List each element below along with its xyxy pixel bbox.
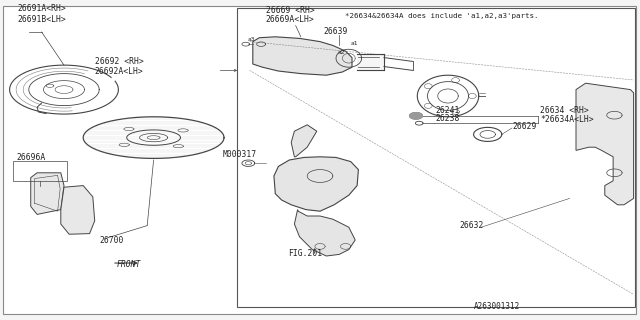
Text: A263001312: A263001312: [474, 302, 520, 311]
Text: 26639: 26639: [323, 27, 348, 36]
FancyBboxPatch shape: [237, 8, 635, 307]
Text: a2: a2: [337, 51, 345, 55]
Polygon shape: [253, 37, 352, 75]
Text: FRONT: FRONT: [117, 260, 141, 268]
Text: 26669 <RH>: 26669 <RH>: [266, 6, 314, 15]
Text: 26238: 26238: [436, 114, 460, 123]
Polygon shape: [294, 210, 355, 256]
Text: *26634&26634A does include 'a1,a2,a3'parts.: *26634&26634A does include 'a1,a2,a3'par…: [345, 13, 538, 19]
Text: 26700: 26700: [99, 236, 124, 245]
Text: 26241: 26241: [436, 106, 460, 115]
Text: 26634 <RH>: 26634 <RH>: [540, 106, 589, 115]
Text: 26669A<LH>: 26669A<LH>: [266, 15, 314, 24]
Text: 26696A: 26696A: [17, 153, 46, 162]
Text: 26629: 26629: [512, 122, 536, 131]
Polygon shape: [274, 157, 358, 211]
Circle shape: [410, 113, 422, 119]
Text: 26632: 26632: [460, 221, 484, 230]
FancyBboxPatch shape: [3, 6, 636, 314]
Polygon shape: [291, 125, 317, 157]
Text: 26691A<RH>: 26691A<RH>: [18, 4, 67, 13]
Polygon shape: [31, 173, 64, 214]
Text: 26692 <RH>: 26692 <RH>: [95, 57, 143, 66]
Text: FIG.201: FIG.201: [288, 249, 322, 258]
Text: a1: a1: [351, 41, 358, 46]
Text: 26691B<LH>: 26691B<LH>: [18, 15, 67, 24]
Polygon shape: [61, 186, 95, 234]
Text: 26692A<LH>: 26692A<LH>: [95, 67, 143, 76]
Text: a3: a3: [248, 37, 255, 42]
Text: M000317: M000317: [223, 150, 257, 159]
Polygon shape: [576, 83, 634, 205]
Text: *26634A<LH>: *26634A<LH>: [540, 115, 594, 124]
